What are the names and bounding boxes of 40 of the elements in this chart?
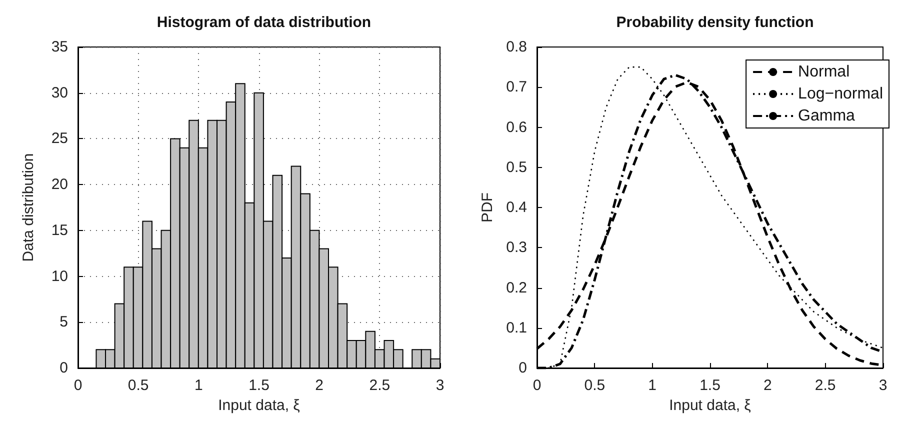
y-tick-label: 0 bbox=[60, 360, 68, 376]
x-tick-label: 2 bbox=[763, 377, 772, 394]
y-tick-label: 0.8 bbox=[506, 38, 527, 56]
x-tick-label: 1.5 bbox=[700, 377, 720, 394]
y-tick-label: 0.6 bbox=[506, 118, 527, 136]
x-tick-label: 0 bbox=[532, 377, 542, 394]
y-tick-label: 20 bbox=[51, 176, 68, 194]
y-tick-label: 10 bbox=[51, 268, 68, 285]
y-tick-label: 0.5 bbox=[506, 158, 527, 176]
y-tick-label: 0.3 bbox=[506, 239, 527, 256]
x-tick-label: 2.5 bbox=[369, 377, 390, 394]
y-tick-label: 0.2 bbox=[506, 279, 527, 296]
x-tick-label: 1 bbox=[648, 377, 657, 394]
chart-title: Histogram of data distribution bbox=[156, 14, 372, 31]
legend-label: Gamma bbox=[798, 108, 856, 124]
y-tick-label: 35 bbox=[51, 38, 68, 56]
y-tick-label: 0.4 bbox=[506, 199, 527, 216]
x-tick-label: 1.5 bbox=[248, 377, 270, 394]
y-tick-label: 5 bbox=[60, 314, 68, 331]
y-tick-label: 30 bbox=[51, 84, 68, 102]
x-tick-label: 0 bbox=[74, 377, 82, 394]
y-tick-label: 15 bbox=[51, 222, 68, 239]
x-tick-label: 0.5 bbox=[584, 377, 606, 394]
y-tick-label: 0.1 bbox=[506, 319, 527, 336]
x-tick-label: 0.5 bbox=[128, 377, 149, 394]
y-tick-label: 0.7 bbox=[506, 78, 527, 96]
y-tick-label: 0 bbox=[518, 360, 527, 376]
x-tick-label: 2 bbox=[315, 377, 324, 394]
x-axis-title: Input data, ξ bbox=[669, 397, 752, 414]
y-axis-title: Data distribution bbox=[20, 153, 37, 262]
legend-label: Normal bbox=[798, 64, 850, 80]
y-tick-label: 25 bbox=[51, 130, 68, 148]
x-tick-label: 3 bbox=[436, 377, 444, 394]
x-tick-label: 2.5 bbox=[814, 377, 836, 394]
x-tick-label: 1 bbox=[194, 377, 203, 394]
chart-title: Probability density function bbox=[616, 14, 814, 31]
legend-label: Log−normal bbox=[798, 86, 884, 102]
x-axis-title: Input data, ξ bbox=[218, 397, 300, 414]
x-tick-label: 3 bbox=[878, 377, 888, 394]
y-axis-title: PDF bbox=[479, 192, 496, 222]
